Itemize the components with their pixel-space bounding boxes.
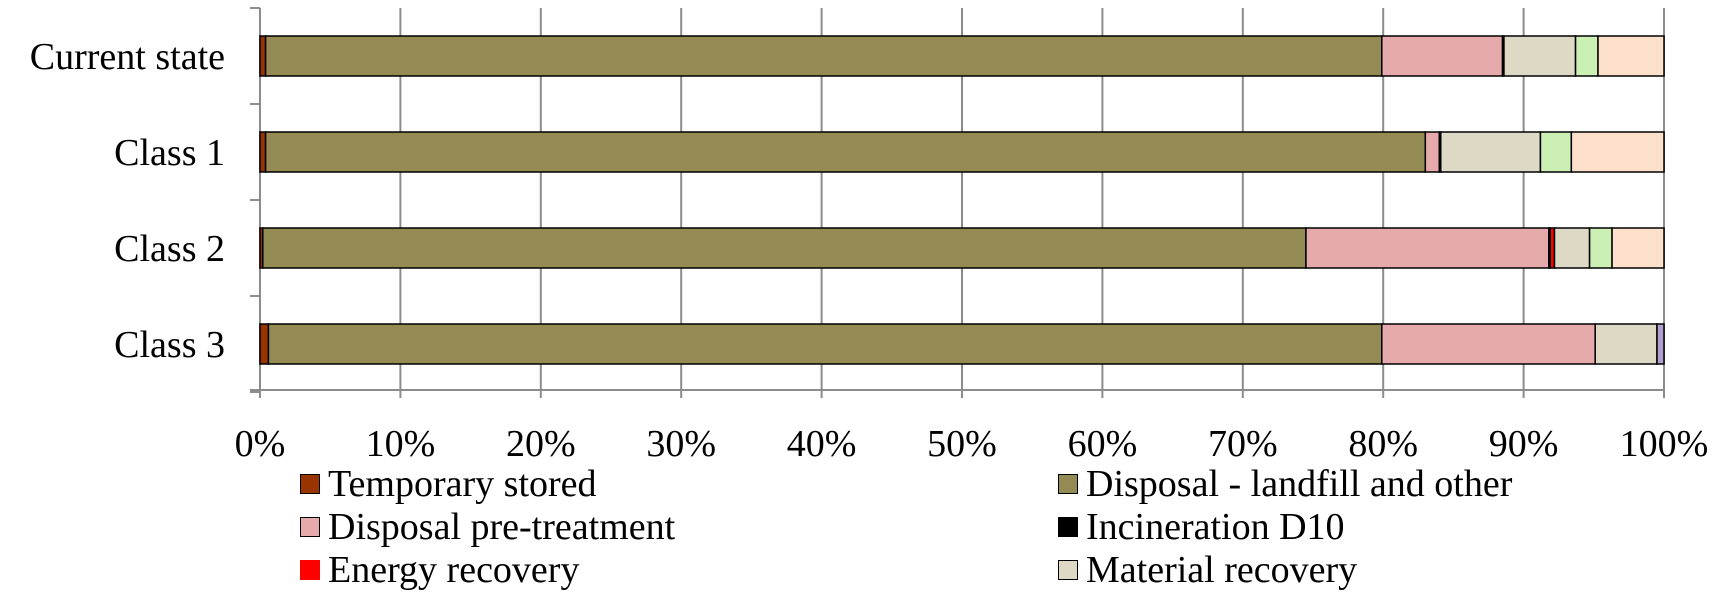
- x-tick-label: 50%: [927, 423, 997, 465]
- bar-segment: [1305, 227, 1550, 269]
- bar-segment: [1597, 35, 1665, 77]
- bar-segment: [259, 35, 267, 77]
- category-label: Class 3: [114, 324, 225, 366]
- x-tick-label: 20%: [506, 423, 576, 465]
- bar-segment: [1574, 35, 1599, 77]
- bar-segment: [1553, 227, 1591, 269]
- bar-segment: [262, 227, 1307, 269]
- bar-segment: [1424, 131, 1441, 173]
- x-tick-label: 80%: [1348, 423, 1418, 465]
- x-tick-label: 30%: [646, 423, 716, 465]
- bar-segment: [264, 131, 1427, 173]
- bar-row: [259, 323, 1665, 365]
- category-label: Current state: [30, 36, 225, 78]
- x-tick-label: 10%: [366, 423, 436, 465]
- bar-row: [259, 131, 1665, 173]
- x-tick-label: 70%: [1208, 423, 1278, 465]
- bar-segment: [264, 35, 1383, 77]
- bar-segment: [1381, 323, 1596, 365]
- bar-segment: [1656, 323, 1665, 365]
- x-tick-label: 90%: [1489, 423, 1559, 465]
- bar-segment: [259, 131, 267, 173]
- bar-segment: [1381, 35, 1504, 77]
- bar-segment: [259, 323, 270, 365]
- x-tick-label: 100%: [1620, 423, 1709, 465]
- bar-segment: [1588, 227, 1613, 269]
- bars: [259, 35, 1665, 365]
- bar-segment: [1440, 131, 1542, 173]
- bar-segment: [1503, 35, 1577, 77]
- bar-segment: [1611, 227, 1665, 269]
- bar-segment: [1539, 131, 1573, 173]
- bar-segment: [1594, 323, 1658, 365]
- x-tick-label: 0%: [235, 423, 286, 465]
- bar-segment: [1570, 131, 1665, 173]
- x-tick-label: 60%: [1068, 423, 1138, 465]
- category-label: Class 2: [114, 228, 225, 270]
- category-label: Class 1: [114, 132, 225, 174]
- bar-row: [259, 227, 1665, 269]
- x-tick-label: 40%: [787, 423, 857, 465]
- bar-segment: [267, 323, 1383, 365]
- bar-row: [259, 35, 1665, 77]
- labels: 0% 10% 20% 30% 40% 50% 60% 70% 80% 90% 100% Current…: [30, 36, 1709, 465]
